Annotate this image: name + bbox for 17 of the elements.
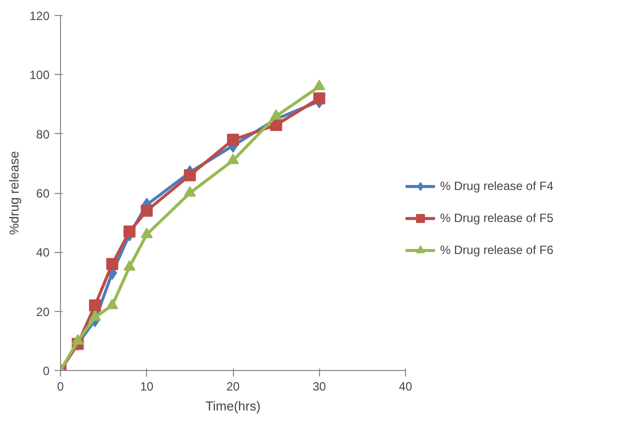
legend-label: % Drug release of F6 bbox=[440, 243, 554, 257]
x-axis-title: Time(hrs) bbox=[205, 398, 261, 414]
y-tick-label: 80 bbox=[36, 127, 50, 142]
x-tick-label: 20 bbox=[226, 380, 240, 394]
y-tick-label: 120 bbox=[29, 9, 50, 23]
legend-label: % Drug release of F4 bbox=[440, 179, 554, 193]
x-tick-label: 40 bbox=[398, 380, 412, 394]
y-tick-label: 100 bbox=[29, 68, 50, 82]
y-tick-label: 0 bbox=[42, 364, 50, 378]
x-tick-label: 30 bbox=[312, 380, 326, 394]
y-axis-title: %drug release bbox=[6, 151, 22, 235]
legend-label: % Drug release of F5 bbox=[440, 211, 554, 225]
x-tick-label: 10 bbox=[140, 380, 154, 394]
y-tick-label: 40 bbox=[36, 246, 50, 260]
x-tick-label: 0 bbox=[57, 380, 64, 394]
y-tick-label: 20 bbox=[36, 304, 50, 319]
y-tick-label: 60 bbox=[36, 186, 50, 200]
